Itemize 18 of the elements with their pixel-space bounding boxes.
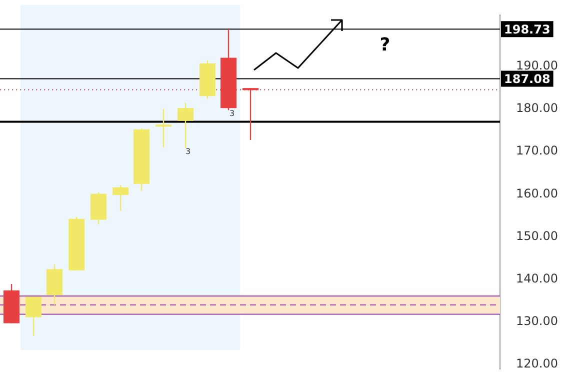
annotation: ? [380,34,390,56]
y-tick-label: 140.00 [516,271,558,286]
candlestick [26,296,42,337]
annotation: 3 [229,109,235,118]
candlestick [112,184,128,212]
y-tick-label: 160.00 [516,186,558,200]
y-tick-label: 130.00 [516,314,558,328]
ref-line-label: 198.73 [504,22,550,36]
y-tick-label: 170.00 [516,144,558,158]
y-tick-label: 190.00 [516,58,558,72]
y-tick-label: 180.00 [516,101,558,116]
ref-line-label: 187.08 [504,72,550,86]
candlestick [156,108,172,148]
candlestick [178,102,194,149]
y-tick-label: 120.00 [516,356,558,371]
y-tick-label: 150.00 [516,228,558,243]
candlestick [242,87,258,141]
annotation: 3 [185,147,191,156]
